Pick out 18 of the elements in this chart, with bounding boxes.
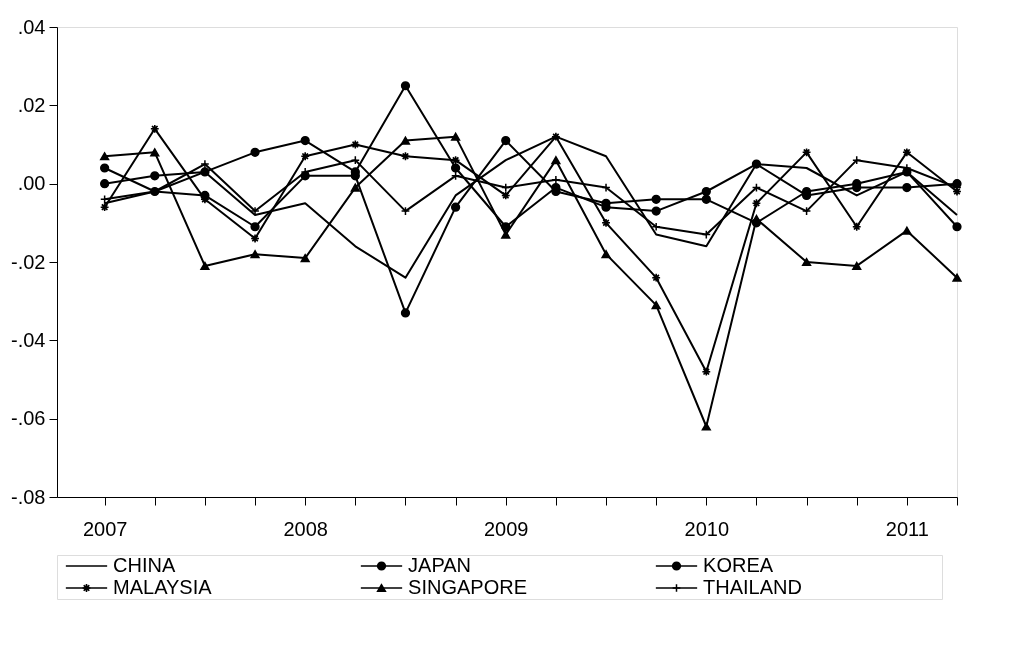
x-tick-label: 2011 (885, 517, 929, 540)
x-tick-label: 2007 (82, 517, 128, 540)
legend-label: THAILAND (703, 576, 802, 598)
y-tick-label: -.02 (11, 250, 46, 273)
x-tick-label: 2008 (283, 517, 328, 540)
y-tick-label: -.06 (11, 407, 46, 430)
legend-label: JAPAN (408, 554, 472, 576)
legend-label: CHINA (113, 554, 176, 576)
x-tick-label: 2010 (684, 517, 730, 540)
y-tick-label: -.08 (11, 485, 46, 508)
y-tick-label: -.04 (11, 328, 46, 351)
legend-label: MALAYSIA (113, 576, 213, 598)
legend-label: KOREA (703, 554, 774, 576)
y-tick-label: .04 (17, 15, 46, 38)
y-tick-label: .00 (17, 172, 46, 195)
x-tick-label: 2009 (484, 517, 529, 540)
y-tick-label: .02 (17, 93, 46, 116)
legend-label: SINGAPORE (408, 576, 527, 598)
